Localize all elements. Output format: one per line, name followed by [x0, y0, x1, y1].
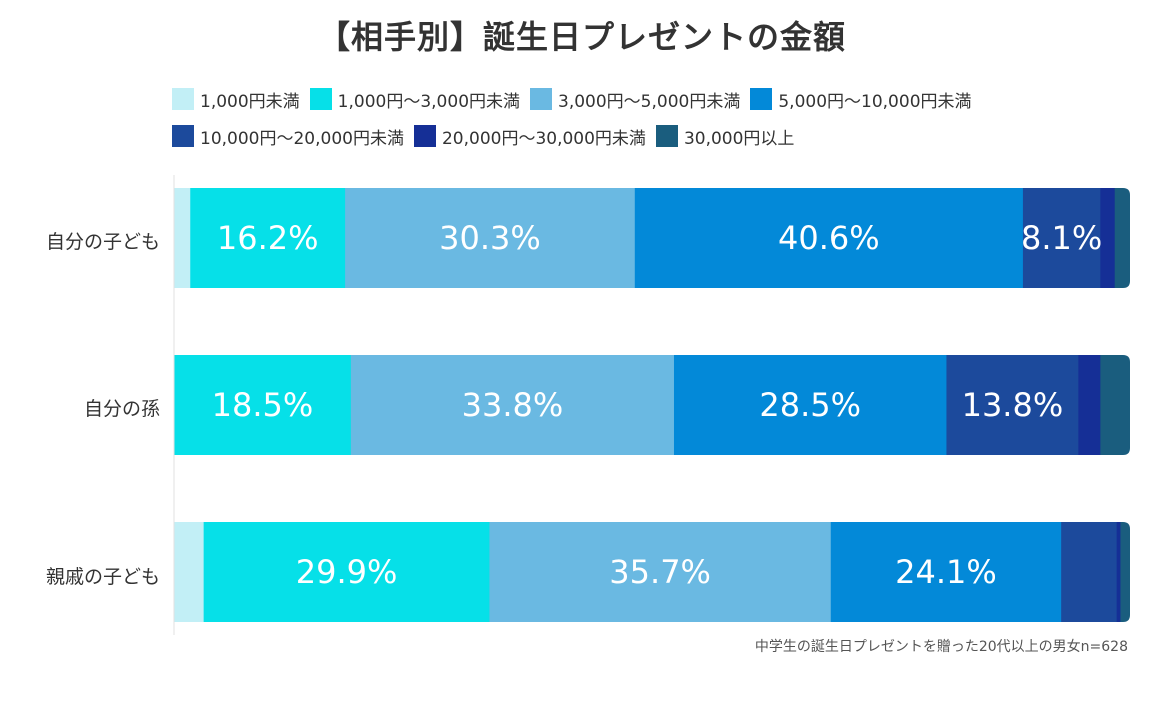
legend-item: 1,000円未満 — [172, 87, 300, 112]
data-label: 33.8% — [462, 386, 564, 424]
data-label: 35.7% — [609, 553, 711, 591]
legend: 1,000円未満 1,000円〜3,000円未満 3,000円〜5,000円未満… — [172, 86, 1132, 160]
category-label: 自分の子ども — [45, 231, 160, 253]
legend-swatch — [309, 88, 332, 110]
category-label: 親戚の子ども — [45, 566, 160, 588]
bar-segment — [1100, 188, 1116, 288]
legend-row-2: 10,000円〜20,000円未満 20,000円〜30,000円未満 30,0… — [172, 123, 1132, 149]
bar-segment — [673, 355, 947, 455]
data-label: 29.9% — [296, 553, 398, 591]
bar-segment — [946, 355, 1079, 455]
legend-label: 3,000円〜5,000円未満 — [558, 91, 741, 112]
bar-segment — [174, 355, 352, 455]
bar-segment — [1022, 188, 1101, 288]
legend-label: 1,000円未満 — [200, 91, 300, 112]
legend-swatch — [413, 125, 436, 147]
bar-group — [174, 355, 1130, 455]
legend-item: 3,000円〜5,000円未満 — [530, 87, 740, 112]
data-label: 18.5% — [212, 386, 314, 424]
legend-swatch — [655, 125, 678, 147]
sample-note: 中学生の誕生日プレゼントを贈った20代以上の男女n=628 — [754, 639, 1128, 655]
legend-label: 10,000円〜20,000円未満 — [200, 128, 404, 149]
legend-row-1: 1,000円未満 1,000円〜3,000円未満 3,000円〜5,000円未満… — [172, 86, 1132, 112]
legend-swatch — [172, 125, 194, 147]
bar-segment — [634, 188, 1024, 288]
bar-segment — [203, 522, 490, 622]
data-label: 28.5% — [759, 386, 861, 424]
bar-segment — [1120, 522, 1130, 622]
bar-segment — [1116, 522, 1121, 622]
bar-segment — [489, 522, 832, 622]
data-label: 16.2% — [217, 219, 319, 257]
bar-segment — [1061, 522, 1118, 622]
legend-swatch — [530, 88, 553, 110]
legend-label: 1,000円〜3,000円未満 — [337, 91, 521, 112]
bar-segment — [830, 522, 1062, 622]
legend-label: 5,000円〜10,000円未満 — [778, 91, 972, 112]
bar-segment — [174, 522, 205, 622]
legend-item: 30,000円以上 — [655, 124, 795, 149]
legend-swatch — [172, 88, 194, 110]
legend-label: 20,000円〜30,000円未満 — [441, 128, 646, 149]
bar-segment — [190, 188, 346, 288]
legend-swatch — [750, 88, 773, 110]
legend-item: 10,000円〜20,000円未満 — [172, 124, 404, 149]
data-label: 30.3% — [439, 219, 541, 257]
legend-item: 20,000円〜30,000円未満 — [413, 124, 646, 149]
legend-item: 5,000円〜10,000円未満 — [750, 87, 972, 112]
bar-segment — [1114, 188, 1130, 288]
bar-segment — [174, 188, 191, 288]
bar-segment — [1078, 355, 1101, 455]
data-label: 8.1% — [1021, 219, 1102, 257]
chart-title: 【相手別】誕生日プレゼントの金額 — [317, 18, 846, 56]
data-label: 24.1% — [895, 553, 997, 591]
legend-label: 30,000円以上 — [683, 128, 795, 149]
bar-segment — [345, 188, 636, 288]
category-label: 自分の孫 — [83, 398, 160, 420]
bar-group — [174, 522, 1130, 622]
bar-segment — [350, 355, 675, 455]
data-label: 13.8% — [962, 386, 1064, 424]
bar-group — [174, 188, 1130, 288]
data-label: 40.6% — [778, 219, 880, 257]
legend-item: 1,000円〜3,000円未満 — [309, 87, 521, 112]
bar-segment — [1100, 355, 1130, 455]
